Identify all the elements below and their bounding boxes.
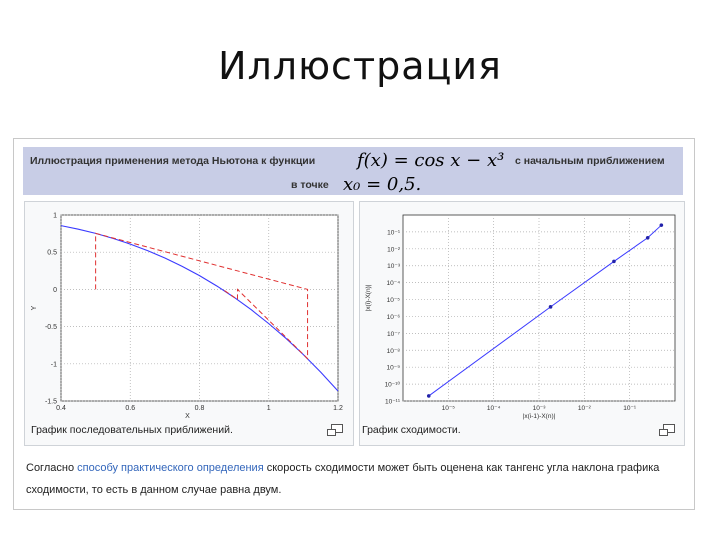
magnify-icon[interactable] <box>327 423 343 436</box>
slide-title: Иллюстрация <box>218 44 502 88</box>
y-tick-label: 1 <box>53 213 57 220</box>
y-tick-label: 10⁻⁸ <box>387 348 401 355</box>
x-axis-label: |x(i-1)-X(n)| <box>523 413 556 420</box>
y-tick-label: 10⁻² <box>387 246 401 253</box>
magnify-icon[interactable] <box>659 423 675 436</box>
x-tick-label: 1.2 <box>333 405 343 412</box>
header-line2-prefix: в точке <box>291 179 329 191</box>
y-tick-label: 10⁻⁷ <box>387 331 401 338</box>
caption-right: График сходимости. <box>362 424 461 436</box>
paragraph-text-before: Согласно <box>26 462 78 474</box>
y-tick-label: 10⁻³ <box>387 263 401 270</box>
header-line1-prefix: Иллюстрация применения метода Ньютона к … <box>30 155 316 167</box>
newton-steps <box>95 232 309 360</box>
x-tick-label: 10⁻³ <box>533 405 547 412</box>
x-tick-label: 0.4 <box>56 405 66 412</box>
newton-approximations-chart: 0.4 0.6 0.8 1 1.2 1 0.5 0 -0.5 -1 -1.5 X Y <box>31 213 343 421</box>
x-tick-label: 0.8 <box>195 405 205 412</box>
y-tick-label: 10⁻⁶ <box>387 314 401 321</box>
y-tick-label: 10⁻¹¹ <box>385 399 401 406</box>
y-tick-label: 0 <box>53 287 57 294</box>
x-axis-label: X <box>185 413 190 420</box>
data-point <box>612 259 616 264</box>
paragraph-text-after: скорость сходимости может быть оценена к… <box>26 462 660 496</box>
formula-function: f(x) = cos x − x³ <box>357 150 505 171</box>
x-tick-label: 10⁻² <box>578 405 592 412</box>
y-tick-label: 10⁻⁵ <box>387 297 401 304</box>
y-tick-label: 10⁻¹ <box>387 229 401 236</box>
x-tick-label: 1 <box>267 405 271 412</box>
y-tick-label: 10⁻¹⁰ <box>385 381 401 389</box>
convergence-chart: 10⁻⁵ 10⁻⁴ 10⁻³ 10⁻² 10⁻¹ 10⁻¹ 10⁻² 10⁻³ 10⁻⁴ 10⁻⁵… <box>365 214 676 420</box>
data-point <box>426 394 431 398</box>
data-point <box>645 235 650 240</box>
explanation-paragraph: Согласно способу практического определен… <box>26 457 686 501</box>
x-tick-label: 10⁻⁴ <box>487 405 501 412</box>
y-tick-label: 0.5 <box>47 250 57 257</box>
data-point <box>548 305 553 309</box>
practical-method-link[interactable]: способу практического определения <box>77 462 264 474</box>
formula-initial-point: x₀ = 0,5. <box>343 174 422 195</box>
caption-left: График последовательных приближений. <box>31 424 233 436</box>
article-frame: Иллюстрация применения метода Ньютона к … <box>13 138 695 510</box>
y-tick-label: -0.5 <box>45 324 57 331</box>
y-tick-label: -1.5 <box>45 399 57 406</box>
data-point <box>659 223 664 227</box>
y-axis-label: Y <box>31 305 38 310</box>
y-tick-label: 10⁻⁹ <box>387 365 401 372</box>
header-line1-suffix: с начальным приближением <box>515 155 665 167</box>
x-tick-label: 10⁻⁵ <box>442 405 456 412</box>
x-tick-label: 10⁻¹ <box>623 405 637 412</box>
figure-header: Иллюстрация применения метода Ньютона к … <box>23 147 683 195</box>
y-axis-label: |x(i)-X(n)| <box>365 284 372 311</box>
y-tick-label: 10⁻⁴ <box>387 280 401 287</box>
y-tick-label: -1 <box>51 361 57 368</box>
x-tick-label: 0.6 <box>125 405 135 412</box>
